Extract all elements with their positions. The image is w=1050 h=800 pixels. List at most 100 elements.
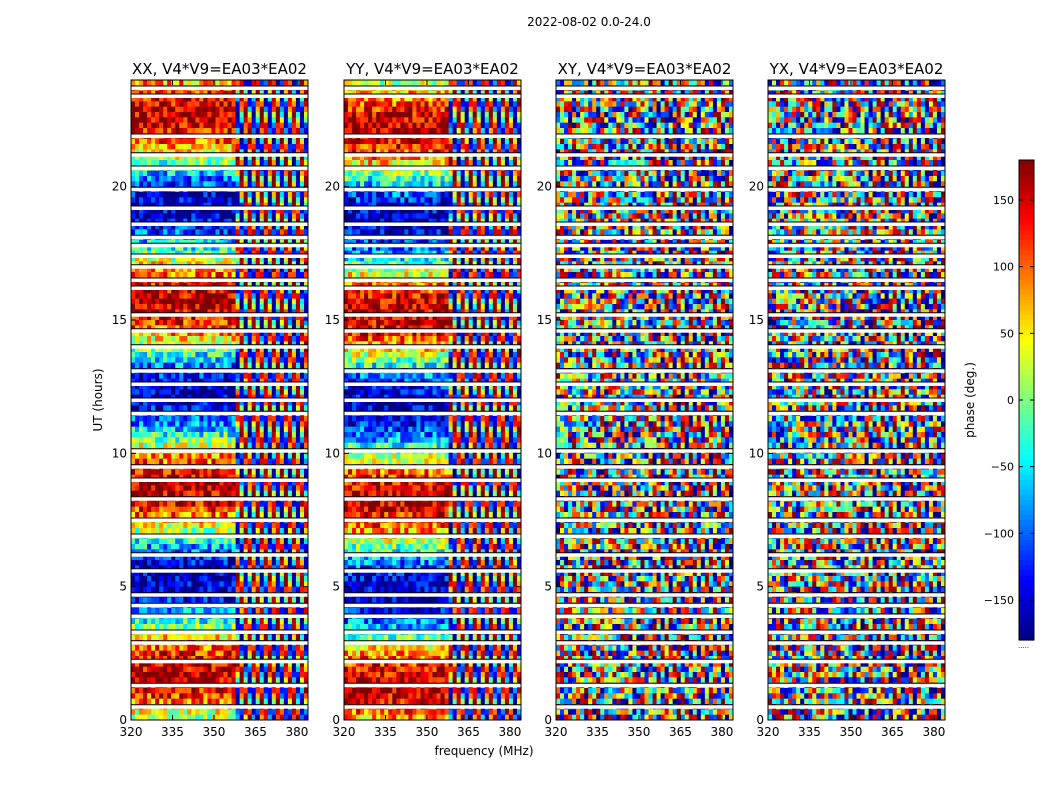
y-tick-label: 10 bbox=[112, 446, 127, 460]
colorbar-segment bbox=[1019, 445, 1034, 451]
colorbar-segment bbox=[1019, 185, 1034, 191]
panel-frame bbox=[767, 79, 946, 721]
colorbar-segment bbox=[1019, 205, 1034, 211]
x-tick-label: 350 bbox=[203, 725, 226, 739]
y-tick-label: 5 bbox=[119, 580, 127, 594]
y-tick-label: 10 bbox=[325, 446, 340, 460]
colorbar-segment bbox=[1019, 190, 1034, 196]
colorbar-segment bbox=[1019, 180, 1034, 186]
colorbar-segment bbox=[1019, 360, 1034, 366]
y-tick-label: 10 bbox=[537, 446, 552, 460]
colorbar-segment bbox=[1019, 195, 1034, 201]
x-tick-label: 380 bbox=[710, 725, 733, 739]
colorbar-segment bbox=[1019, 475, 1034, 481]
colorbar-segment bbox=[1019, 570, 1034, 576]
x-tick-label: 335 bbox=[586, 725, 609, 739]
y-tick-label: 0 bbox=[756, 713, 764, 727]
colorbar-segment bbox=[1019, 430, 1034, 436]
x-tick-label: 320 bbox=[545, 725, 568, 739]
y-tick-label: 15 bbox=[537, 313, 552, 327]
colorbar-segment bbox=[1019, 525, 1034, 531]
y-tick-label: 20 bbox=[749, 180, 764, 194]
colorbar-segment bbox=[1019, 260, 1034, 266]
colorbar-segment bbox=[1019, 545, 1034, 551]
x-tick-label: 350 bbox=[628, 725, 651, 739]
colorbar-segment bbox=[1019, 440, 1034, 446]
colorbar-segment bbox=[1019, 285, 1034, 291]
colorbar-tick-label: 0 bbox=[1007, 394, 1014, 407]
y-tick-label: 15 bbox=[749, 313, 764, 327]
panels: XX, V4*V9=EA03*EA02 320 335 350 365 380 0 5 10 15… bbox=[112, 60, 946, 739]
colorbar-segment bbox=[1019, 625, 1034, 631]
colorbar-segment bbox=[1019, 595, 1034, 601]
colorbar-segment bbox=[1019, 385, 1034, 391]
colorbar-segment bbox=[1019, 310, 1034, 316]
colorbar-tick-label: 100 bbox=[993, 261, 1014, 274]
colorbar-tick-label: −50 bbox=[991, 461, 1014, 474]
colorbar-segment bbox=[1019, 370, 1034, 376]
colorbar-segment bbox=[1019, 605, 1034, 611]
colorbar-segment bbox=[1019, 200, 1034, 206]
y-tick-label: 15 bbox=[112, 313, 127, 327]
colorbar-segment bbox=[1019, 555, 1034, 561]
colorbar-segment bbox=[1019, 515, 1034, 521]
phase-image bbox=[344, 80, 521, 720]
x-tick-label: 350 bbox=[840, 725, 863, 739]
y-tick-label: 0 bbox=[544, 713, 552, 727]
x-tick-label: 380 bbox=[285, 725, 308, 739]
colorbar-tick-label: −100 bbox=[984, 527, 1014, 540]
colorbar-segment bbox=[1019, 320, 1034, 326]
colorbar-segment bbox=[1019, 280, 1034, 286]
colorbar-segment bbox=[1019, 240, 1034, 246]
x-tick-label: 320 bbox=[333, 725, 356, 739]
colorbar-offset-text: ..... bbox=[1018, 642, 1029, 650]
x-axis-label: frequency (MHz) bbox=[434, 744, 533, 758]
phase-image bbox=[556, 80, 733, 720]
colorbar-segment bbox=[1019, 490, 1034, 496]
y-tick-label: 15 bbox=[325, 313, 340, 327]
x-tick-label: 335 bbox=[374, 725, 397, 739]
colorbar-segment bbox=[1019, 375, 1034, 381]
colorbar-segment bbox=[1019, 495, 1034, 501]
colorbar-segment bbox=[1019, 600, 1034, 606]
colorbar-segment bbox=[1019, 160, 1034, 166]
colorbar-segment bbox=[1019, 540, 1034, 546]
y-tick-label: 0 bbox=[119, 713, 127, 727]
y-tick-label: 20 bbox=[325, 180, 340, 194]
colorbar-segment bbox=[1019, 350, 1034, 356]
colorbar-segment bbox=[1019, 390, 1034, 396]
colorbar-segment bbox=[1019, 505, 1034, 511]
colorbar-segment bbox=[1019, 520, 1034, 526]
x-tick-label: 365 bbox=[457, 725, 480, 739]
colorbar-segment bbox=[1019, 325, 1034, 331]
colorbar-segment bbox=[1019, 590, 1034, 596]
colorbar-segment bbox=[1019, 210, 1034, 216]
figure-title: 2022-08-02 0.0-24.0 bbox=[527, 15, 651, 29]
colorbar-segment bbox=[1019, 215, 1034, 221]
colorbar-segment bbox=[1019, 305, 1034, 311]
colorbar-segment bbox=[1019, 465, 1034, 471]
colorbar-segment bbox=[1019, 615, 1034, 621]
colorbar-segment bbox=[1019, 535, 1034, 541]
colorbar-tick-label: 50 bbox=[1000, 327, 1014, 340]
colorbar-segment bbox=[1019, 230, 1034, 236]
x-tick-label: 365 bbox=[881, 725, 904, 739]
colorbar-segment bbox=[1019, 225, 1034, 231]
colorbar-segment bbox=[1019, 365, 1034, 371]
colorbar-segment bbox=[1019, 480, 1034, 486]
colorbar-segment bbox=[1019, 500, 1034, 506]
colorbar-segment bbox=[1019, 630, 1034, 636]
colorbar-segment bbox=[1019, 635, 1034, 641]
colorbar-segment bbox=[1019, 455, 1034, 461]
colorbar-segment bbox=[1019, 530, 1034, 536]
panel-title: XY, V4*V9=EA03*EA02 bbox=[558, 60, 732, 78]
y-tick-label: 5 bbox=[544, 580, 552, 594]
panel-title: XX, V4*V9=EA03*EA02 bbox=[132, 60, 307, 78]
colorbar-segment bbox=[1019, 410, 1034, 416]
x-tick-label: 365 bbox=[244, 725, 267, 739]
colorbar-tick-label: 150 bbox=[993, 194, 1014, 207]
colorbar-segment bbox=[1019, 345, 1034, 351]
colorbar-segment bbox=[1019, 220, 1034, 226]
colorbar-segment bbox=[1019, 485, 1034, 491]
y-tick-label: 0 bbox=[332, 713, 340, 727]
